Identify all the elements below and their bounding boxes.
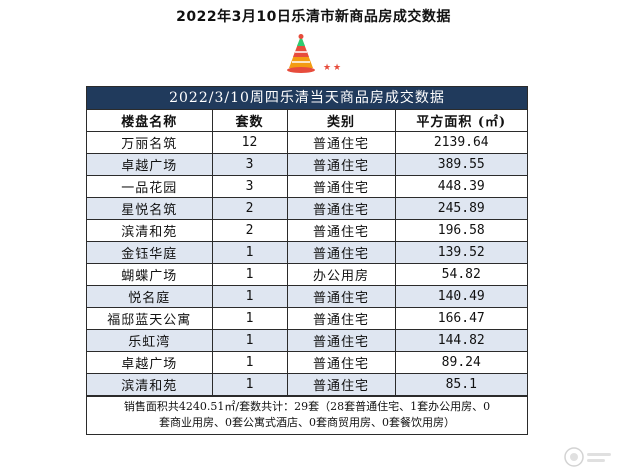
cell-area: 166.47	[394, 307, 527, 330]
cell-category: 普通住宅	[286, 307, 396, 330]
cell-area: 139.52	[394, 241, 527, 264]
cell-category: 普通住宅	[286, 153, 396, 176]
cell-project: 星悦名筑	[87, 197, 213, 220]
cell-project: 卓越广场	[87, 153, 213, 176]
cell-units: 2	[211, 197, 288, 220]
cell-category: 普通住宅	[286, 175, 396, 198]
table-heading: 2022/3/10周四乐清当天商品房成交数据	[87, 87, 527, 110]
summary-line-1: 销售面积共4240.51㎡/套数共计：29套（28套普通住宅、1套办公用房、0	[123, 400, 491, 413]
cell-project: 万丽名筑	[87, 131, 213, 154]
table-header-row: 楼盘名称 套数 类别 平方面积 (㎡)	[87, 110, 527, 132]
cell-project: 卓越广场	[87, 351, 213, 374]
cell-category: 普通住宅	[286, 219, 396, 242]
party-hat-icon: ★ ★	[287, 34, 341, 73]
cell-category: 普通住宅	[286, 329, 396, 352]
cell-category: 普通住宅	[286, 131, 396, 154]
cell-category: 普通住宅	[286, 197, 396, 220]
cell-area: 144.82	[394, 329, 527, 352]
table-row: 金钰华庭 1 普通住宅 139.52	[87, 241, 527, 264]
cell-project: 福邸蓝天公寓	[87, 307, 213, 330]
cell-project: 一品花园	[87, 175, 213, 198]
table-row: 蝴蝶广场 1 办公用房 54.82	[87, 263, 527, 286]
col-header-area: 平方面积 (㎡)	[394, 110, 527, 132]
cell-units: 2	[211, 219, 288, 242]
table-row: 乐虹湾 1 普通住宅 144.82	[87, 329, 527, 352]
table-row: 星悦名筑 2 普通住宅 245.89	[87, 197, 527, 220]
cell-area: 54.82	[394, 263, 527, 286]
col-header-units: 套数	[211, 110, 288, 132]
watermark-logo-icon	[564, 447, 611, 467]
svg-text:★: ★	[323, 63, 331, 73]
svg-text:★: ★	[333, 63, 341, 73]
summary-note: 销售面积共4240.51㎡/套数共计：29套（28套普通住宅、1套办公用房、0 …	[87, 396, 527, 434]
cell-project: 金钰华庭	[87, 241, 213, 264]
cell-category: 普通住宅	[286, 373, 396, 396]
table-row: 卓越广场 3 普通住宅 389.55	[87, 153, 527, 176]
cell-units: 1	[211, 373, 288, 396]
cell-area: 448.39	[394, 175, 527, 198]
cell-category: 普通住宅	[286, 241, 396, 264]
cell-units: 3	[211, 175, 288, 198]
table-row: 悦名庭 1 普通住宅 140.49	[87, 285, 527, 308]
cell-units: 1	[211, 329, 288, 352]
cell-project: 悦名庭	[87, 285, 213, 308]
cell-units: 3	[211, 153, 288, 176]
summary-line-2: 套商业用房、0套公寓式酒店、0套商贸用房、0套餐饮用房）	[159, 416, 455, 429]
cell-units: 12	[211, 131, 288, 154]
table-row: 滨清和苑 1 普通住宅 85.1	[87, 373, 527, 396]
cell-units: 1	[211, 241, 288, 264]
cell-area: 140.49	[394, 285, 527, 308]
cell-project: 滨清和苑	[87, 219, 213, 242]
page-title: 2022年3月10日乐清市新商品房成交数据	[176, 9, 451, 25]
col-header-category: 类别	[286, 110, 396, 132]
cell-area: 85.1	[394, 373, 527, 396]
cell-area: 2139.64	[394, 131, 527, 154]
col-header-project: 楼盘名称	[87, 110, 213, 132]
table-row: 卓越广场 1 普通住宅 89.24	[87, 351, 527, 374]
table-row: 一品花园 3 普通住宅 448.39	[87, 175, 527, 198]
cell-project: 滨清和苑	[87, 373, 213, 396]
cell-category: 办公用房	[286, 263, 396, 286]
cell-units: 1	[211, 307, 288, 330]
cell-area: 196.58	[394, 219, 527, 242]
cell-category: 普通住宅	[286, 351, 396, 374]
cell-area: 389.55	[394, 153, 527, 176]
cell-area: 245.89	[394, 197, 527, 220]
cell-project: 乐虹湾	[87, 329, 213, 352]
table-row: 福邸蓝天公寓 1 普通住宅 166.47	[87, 307, 527, 330]
sales-table-panel: 2022/3/10周四乐清当天商品房成交数据 楼盘名称 套数 类别 平方面积 (…	[86, 86, 528, 435]
cell-area: 89.24	[394, 351, 527, 374]
cell-project: 蝴蝶广场	[87, 263, 213, 286]
cell-units: 1	[211, 263, 288, 286]
table-row: 万丽名筑 12 普通住宅 2139.64	[87, 131, 527, 154]
cell-category: 普通住宅	[286, 285, 396, 308]
cell-units: 1	[211, 351, 288, 374]
sales-table: 楼盘名称 套数 类别 平方面积 (㎡) 万丽名筑 12 普通住宅 2139.64 卓越…	[87, 110, 527, 396]
table-row: 滨清和苑 2 普通住宅 196.58	[87, 219, 527, 242]
cell-units: 1	[211, 285, 288, 308]
